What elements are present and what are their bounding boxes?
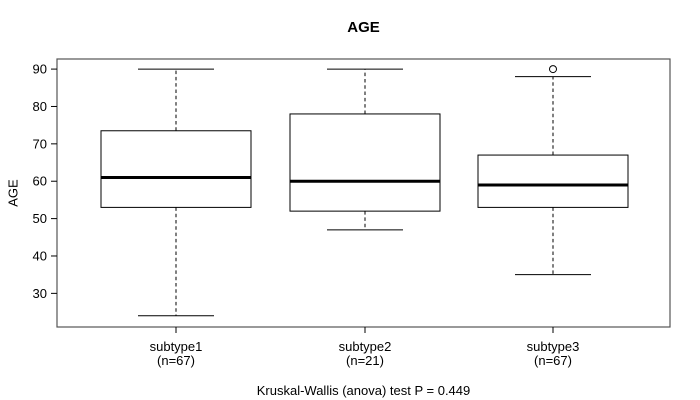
group-subtype2-label: subtype2	[339, 339, 392, 354]
chart-title: AGE	[347, 19, 380, 36]
y-tick-label: 80	[33, 99, 47, 114]
y-tick-label: 30	[33, 286, 47, 301]
y-tick-label: 70	[33, 136, 47, 151]
group-subtype1-n-label: (n=67)	[157, 353, 195, 368]
y-tick-label: 50	[33, 211, 47, 226]
pvalue-annotation: Kruskal-Wallis (anova) test P = 0.449	[256, 383, 471, 398]
group-subtype1-label: subtype1	[150, 339, 203, 354]
y-tick-label: 90	[33, 62, 47, 77]
group-subtype3-label: subtype3	[527, 339, 580, 354]
y-tick-label: 40	[33, 248, 47, 263]
group-subtype1-iqr-box	[100, 130, 252, 208]
y-tick-label: 60	[33, 174, 47, 189]
group-subtype3-outlier-point	[549, 65, 557, 74]
group-subtype2-iqr-box	[289, 113, 441, 212]
group-subtype3-iqr-box	[477, 154, 629, 208]
group-subtype3-n-label: (n=67)	[534, 353, 572, 368]
group-subtype2-n-label: (n=21)	[346, 353, 384, 368]
